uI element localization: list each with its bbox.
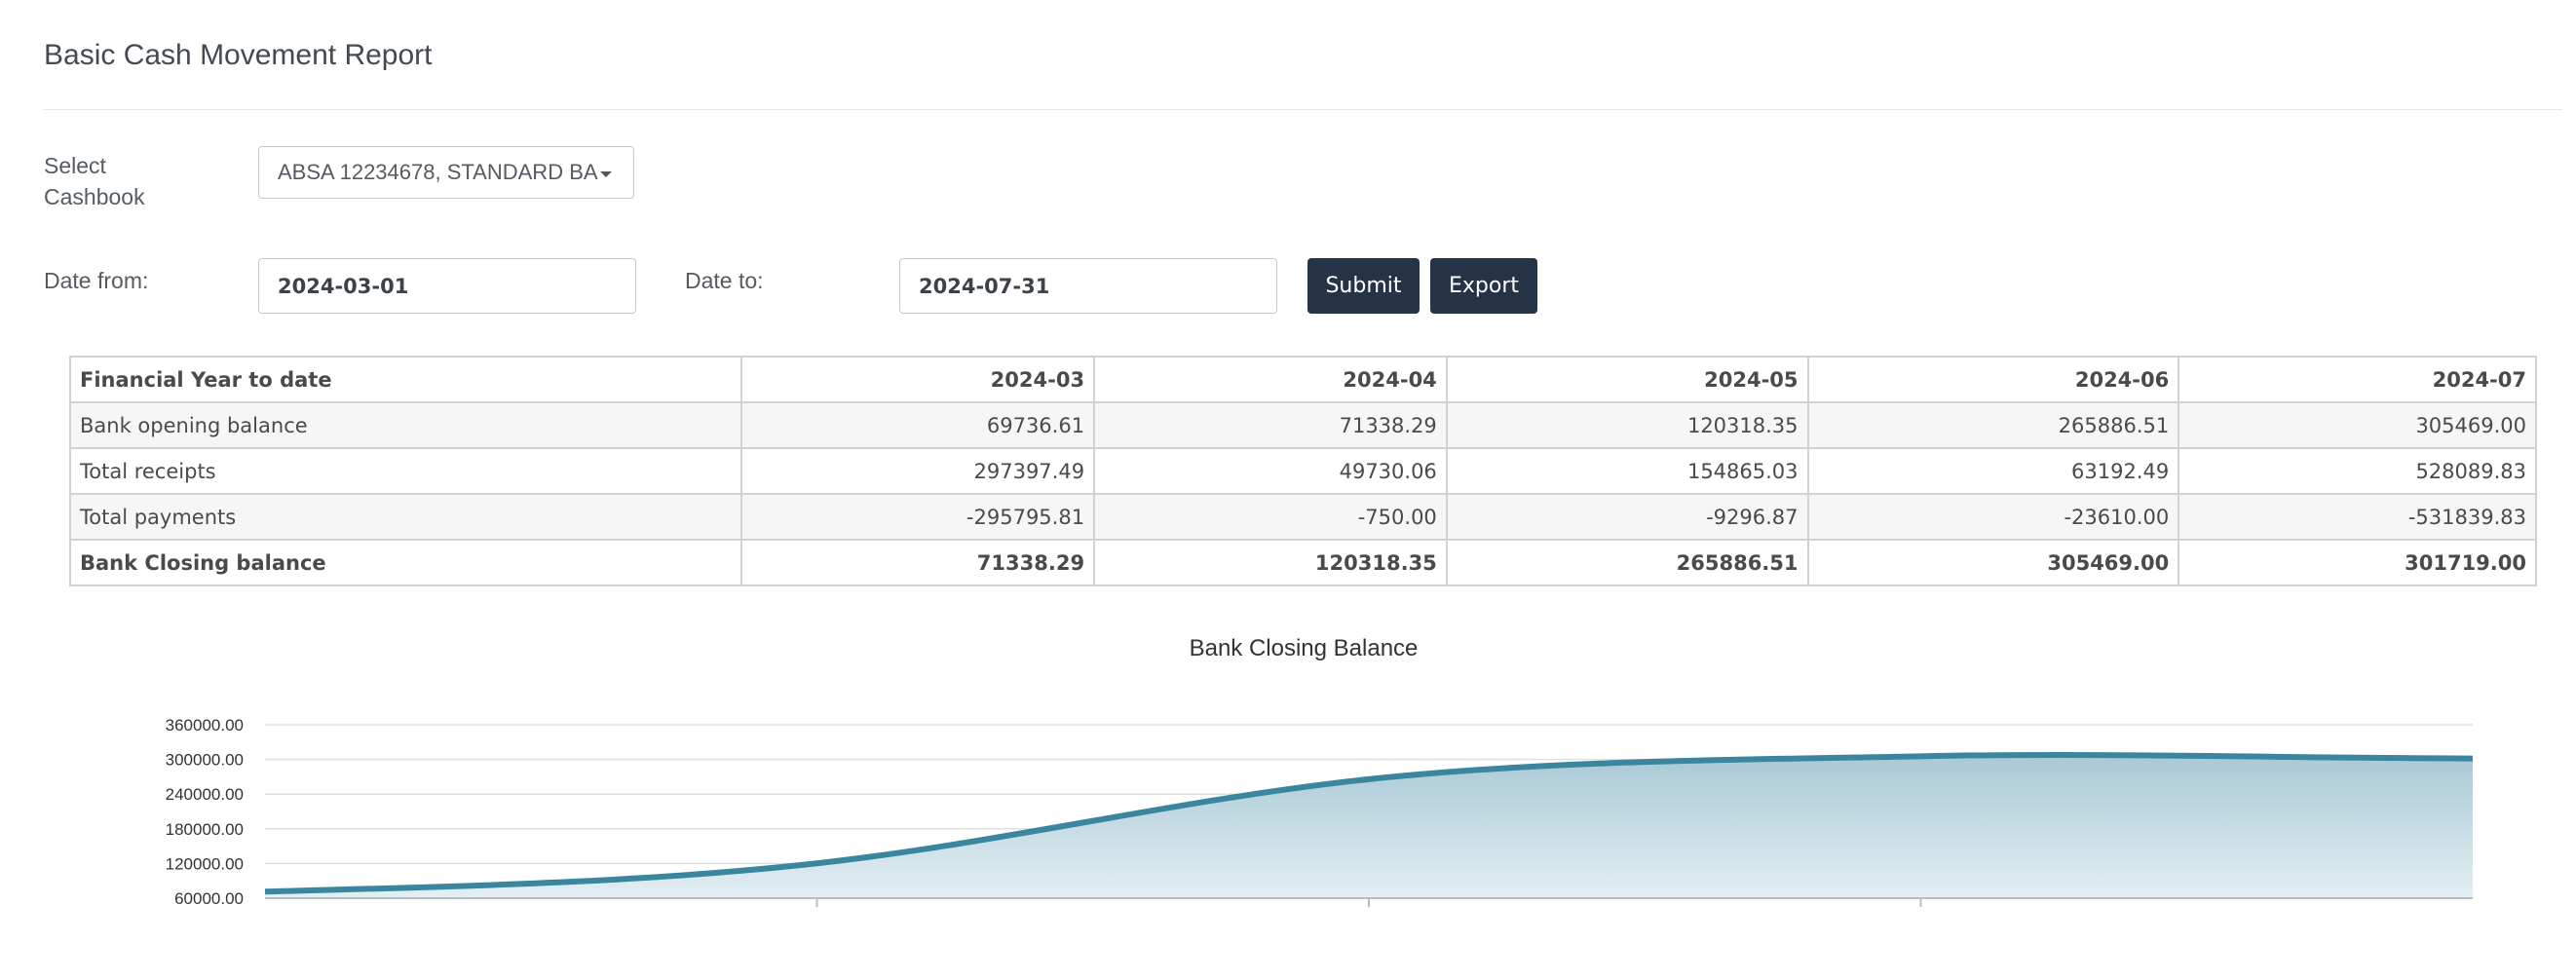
table-header-row: Financial Year to date 2024-03 2024-04 2… — [68, 356, 2537, 403]
area-fill — [265, 755, 2473, 898]
header-cell: Financial Year to date — [68, 356, 743, 403]
header-cell: 2024-04 — [1093, 356, 1448, 403]
table-cell: 528089.83 — [2178, 447, 2537, 495]
cashbook-select[interactable]: ABSA 12234678, STANDARD BA — [258, 146, 634, 199]
date-from-label: Date from: — [44, 268, 149, 293]
table-cell: 69736.61 — [740, 401, 1096, 449]
cashbook-label-line1: Select — [44, 153, 106, 178]
header-cell: 2024-06 — [1806, 356, 2180, 403]
table-row: Total receipts 297397.49 49730.06 154865… — [68, 447, 2537, 495]
table-cell: 305469.00 — [1806, 539, 2180, 586]
table-cell: 63192.49 — [1806, 447, 2180, 495]
cashbook-label-line2: Cashbook — [44, 184, 145, 209]
date-to-input[interactable]: 2024-07-31 — [899, 258, 1277, 314]
date-from-value: 2024-03-01 — [278, 274, 409, 298]
row-label: Bank opening balance — [68, 401, 743, 449]
y-tick-label: 60000.00 — [174, 889, 244, 908]
y-tick-label: 180000.00 — [166, 820, 244, 839]
series-line — [264, 752, 2474, 895]
header-cell: 2024-03 — [740, 356, 1096, 403]
table-cell: 265886.51 — [1806, 401, 2180, 449]
table-row: Total payments -295795.81 -750.00 -9296.… — [68, 493, 2537, 541]
date-to-label: Date to: — [685, 268, 764, 293]
y-tick-label: 120000.00 — [166, 854, 244, 873]
table-cell: 305469.00 — [2178, 401, 2537, 449]
submit-button[interactable]: Submit — [1307, 258, 1420, 314]
export-button[interactable]: Export — [1430, 258, 1537, 314]
table-cell: -750.00 — [1093, 493, 1448, 541]
y-tick-label: 300000.00 — [166, 751, 244, 770]
table-cell: 154865.03 — [1445, 447, 1809, 495]
date-to-value: 2024-07-31 — [919, 274, 1050, 298]
table-cell: 297397.49 — [740, 447, 1096, 495]
cashbook-select-value: ABSA 12234678, STANDARD BA — [278, 160, 598, 184]
table-cell: 265886.51 — [1445, 539, 1809, 586]
table-cell: -23610.00 — [1806, 493, 2180, 541]
row-label: Total receipts — [68, 447, 743, 495]
cashbook-label: Select Cashbook — [44, 150, 145, 212]
table-cell: 120318.35 — [1445, 401, 1809, 449]
table-cell: 301719.00 — [2178, 539, 2537, 586]
cash-movement-table: Financial Year to date 2024-03 2024-04 2… — [68, 356, 2537, 586]
table-cell: -9296.87 — [1445, 493, 1809, 541]
table-cell: -295795.81 — [740, 493, 1096, 541]
table-row: Bank Closing balance 71338.29 120318.35 … — [68, 539, 2537, 586]
row-label: Bank Closing balance — [68, 539, 743, 586]
row-label: Total payments — [68, 493, 743, 541]
table-cell: 49730.06 — [1093, 447, 1448, 495]
table-row: Bank opening balance 69736.61 71338.29 1… — [68, 401, 2537, 449]
table-cell: 71338.29 — [740, 539, 1096, 586]
chevron-down-icon — [600, 171, 612, 177]
table-cell: -531839.83 — [2178, 493, 2537, 541]
table-cell: 120318.35 — [1093, 539, 1448, 586]
date-from-input[interactable]: 2024-03-01 — [258, 258, 636, 314]
table-cell: 71338.29 — [1093, 401, 1448, 449]
title-divider — [44, 109, 2562, 110]
chart-title: Bank Closing Balance — [1189, 635, 1419, 661]
page-title: Basic Cash Movement Report — [44, 39, 433, 71]
y-tick-label: 360000.00 — [166, 716, 244, 735]
bank-closing-balance-chart: 60000.00 120000.00 180000.00 240000.00 30000… — [166, 716, 2474, 908]
header-cell: 2024-07 — [2178, 356, 2537, 403]
y-tick-label: 240000.00 — [166, 785, 244, 804]
header-cell: 2024-05 — [1445, 356, 1809, 403]
